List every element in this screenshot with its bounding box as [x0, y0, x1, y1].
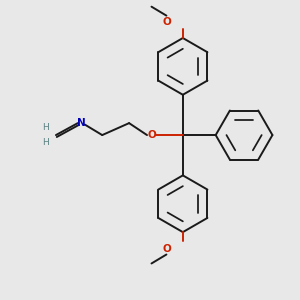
Text: O: O: [147, 130, 156, 140]
Text: N: N: [77, 118, 86, 128]
Text: O: O: [162, 244, 171, 254]
Text: H: H: [42, 138, 49, 147]
Text: H: H: [42, 123, 49, 132]
Text: O: O: [162, 16, 171, 27]
